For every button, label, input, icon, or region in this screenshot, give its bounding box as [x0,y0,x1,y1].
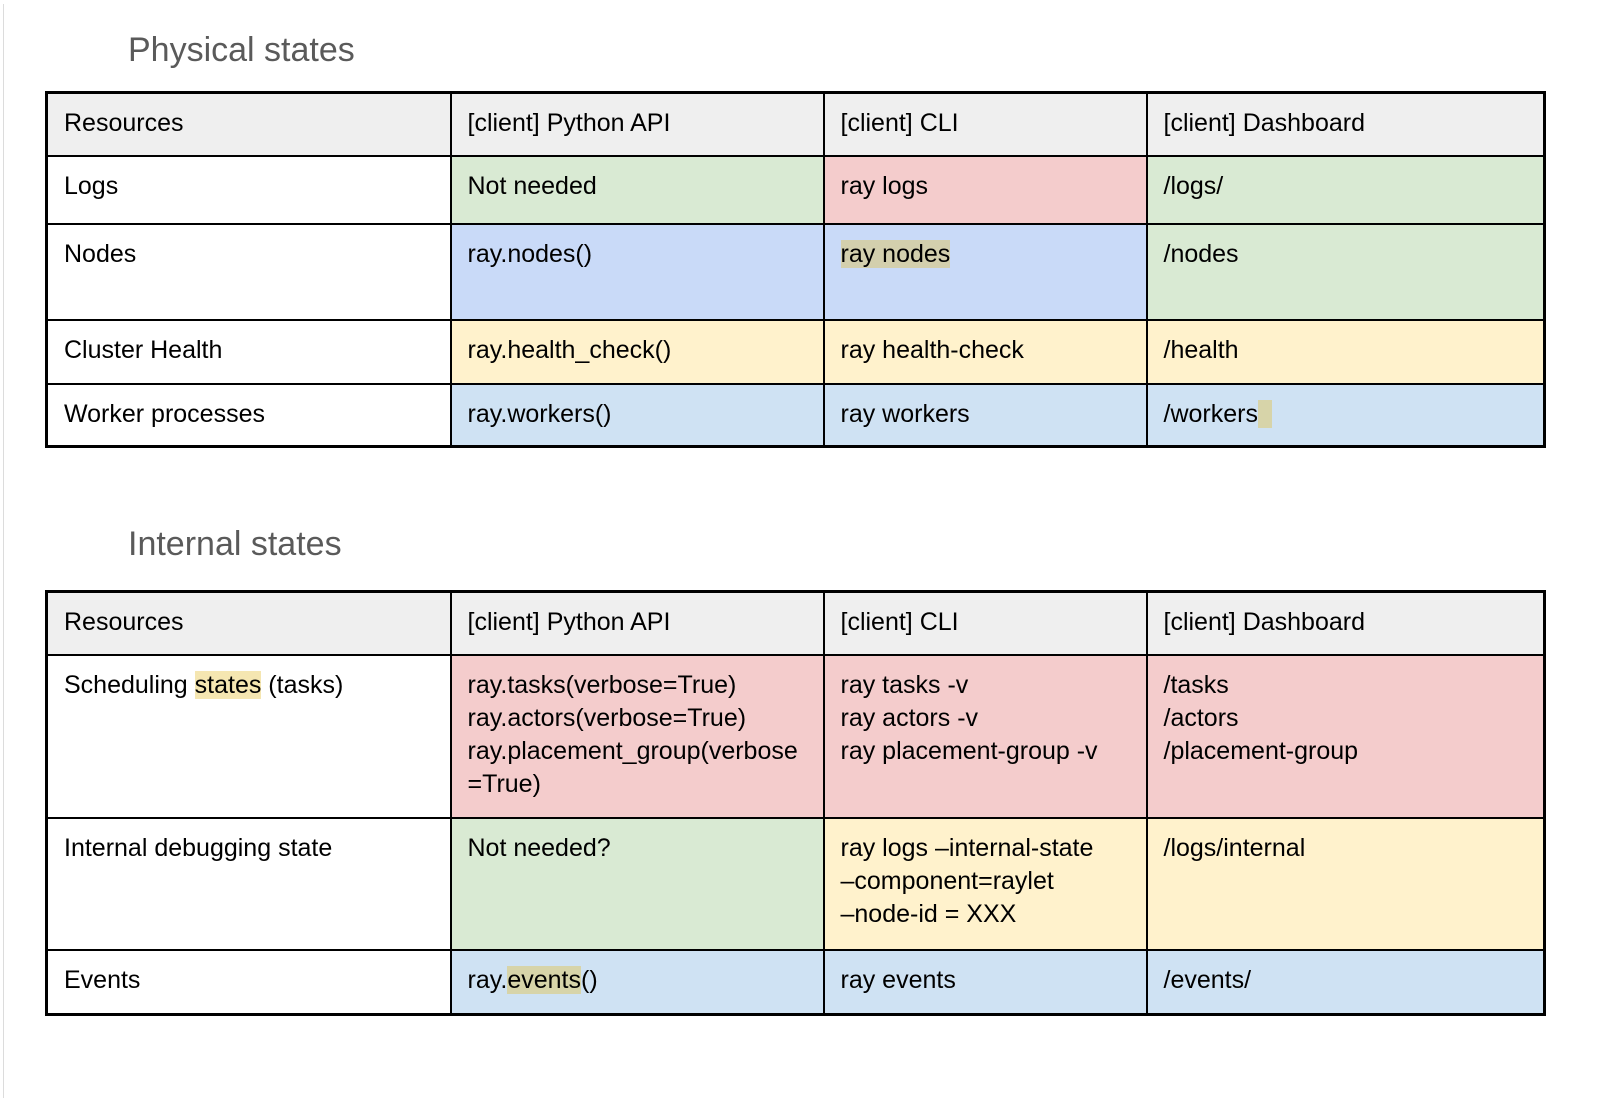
text-run: ray logs –internal-state [840,833,1094,862]
text-run: ray.health_check() [467,335,672,364]
text-run: Cluster Health [64,335,223,364]
section-title-internal-states: Internal states [128,525,342,563]
text-run: ray.placement_group(verbose=True) [467,736,798,798]
text-run: ray.actors(verbose=True) [467,703,747,732]
text-run: ray. [467,965,508,994]
row-label-cell: Scheduling states (tasks) [45,653,452,819]
text-highlight: ray nodes [840,239,951,268]
text-run: Worker processes [64,399,265,428]
column-header: Resources [45,590,452,656]
table-cell: ray.tasks(verbose=True) ray.actors(verbos… [449,653,825,819]
table-row: Nodes ray.nodes() ray nodes/nodes [45,222,1546,321]
column-header: [client] Dashboard [1145,91,1546,157]
text-run: Not needed [467,171,597,200]
text-run: () [581,965,598,994]
table-cell: /logs/internal [1145,816,1546,951]
table-row: Logs Not needed ray logs/logs/ [45,154,1546,225]
table-cell: ray.nodes() [449,222,825,321]
text-run: /actors [1163,703,1239,732]
text-run: ray actors -v [840,703,979,732]
column-header: [client] Dashboard [1145,590,1546,656]
row-label-cell: Events [45,948,452,1016]
text-run: Events [64,965,141,994]
text-run: ray logs [840,171,929,200]
row-label-cell: Logs [45,154,452,225]
table-cell: ray health-check [822,318,1148,385]
text-run: ray workers [840,399,970,428]
text-highlight: states [194,670,262,699]
text-run: –component=raylet [840,866,1054,895]
text-run: /workers [1163,399,1258,428]
text-run: /tasks [1163,670,1229,699]
table-cell: /workers [1145,382,1546,448]
text-run: ray events [840,965,956,994]
table-row: Events ray.events() ray events/events/ [45,948,1546,1016]
text-run: /logs/ [1163,171,1224,200]
table-internal-states: Resources [client] Python API [client] CLI… [45,590,1546,1016]
text-run: Scheduling [64,670,195,699]
text-run: /events/ [1163,965,1252,994]
table-cell: ray workers [822,382,1148,448]
row-label-cell: Cluster Health [45,318,452,385]
text-run: /logs/internal [1163,833,1306,862]
column-header: Resources [45,91,452,157]
row-label-cell: Internal debugging state [45,816,452,951]
table-header-row: Resources [client] Python API [client] CLI… [45,590,1546,656]
table-cell: ray.health_check() [449,318,825,385]
table-row: Scheduling states (tasks) ray.tasks(verbo… [45,653,1546,819]
text-run: Logs [64,171,119,200]
column-header: [client] CLI [822,590,1148,656]
text-run: ray tasks -v [840,670,969,699]
text-run: Not needed? [467,833,611,862]
text-highlight [1257,399,1272,428]
table-row: Internal debugging state Not needed? ray l… [45,816,1546,951]
table-cell: Not needed? [449,816,825,951]
table-header-row: Resources [client] Python API [client] CLI… [45,91,1546,157]
section-title-physical-states: Physical states [128,31,355,69]
table-cell: /logs/ [1145,154,1546,225]
table-cell: ray logs –internal-state –component=rayle… [822,816,1148,951]
table-cell: /tasks/actors/placement-group [1145,653,1546,819]
text-run: ray.tasks(verbose=True) [467,670,737,699]
table-cell: Not needed [449,154,825,225]
text-highlight: events [507,965,581,994]
table-row: Cluster Health ray.health_check() ray heal… [45,318,1546,385]
text-run: ray placement-group -v [840,736,1098,765]
column-header: [client] CLI [822,91,1148,157]
text-run: (tasks) [261,670,344,699]
table-cell: ray tasks -v ray actors -v ray placement-g… [822,653,1148,819]
text-run: Internal debugging state [64,833,333,862]
column-header: [client] Python API [449,590,825,656]
row-label-cell: Worker processes [45,382,452,448]
table-cell: ray.events() [449,948,825,1016]
table-cell: ray nodes [822,222,1148,321]
table-row: Worker processes ray.workers() ray workers… [45,382,1546,448]
text-run: Nodes [64,239,137,268]
table-cell: /nodes [1145,222,1546,321]
table-cell: ray.workers() [449,382,825,448]
text-run: ray.workers() [467,399,612,428]
table-physical-states: Resources [client] Python API [client] CLI… [45,91,1546,448]
text-run: /placement-group [1163,736,1359,765]
column-header: [client] Python API [449,91,825,157]
page-edge-line [3,4,4,1098]
text-run: –node-id = XXX [840,899,1017,928]
row-label-cell: Nodes [45,222,452,321]
text-run: ray health-check [840,335,1024,364]
text-run: ray.nodes() [467,239,593,268]
table-cell: /events/ [1145,948,1546,1016]
table-cell: /health [1145,318,1546,385]
text-run: /health [1163,335,1239,364]
table-cell: ray logs [822,154,1148,225]
text-run: /nodes [1163,239,1239,268]
table-cell: ray events [822,948,1148,1016]
